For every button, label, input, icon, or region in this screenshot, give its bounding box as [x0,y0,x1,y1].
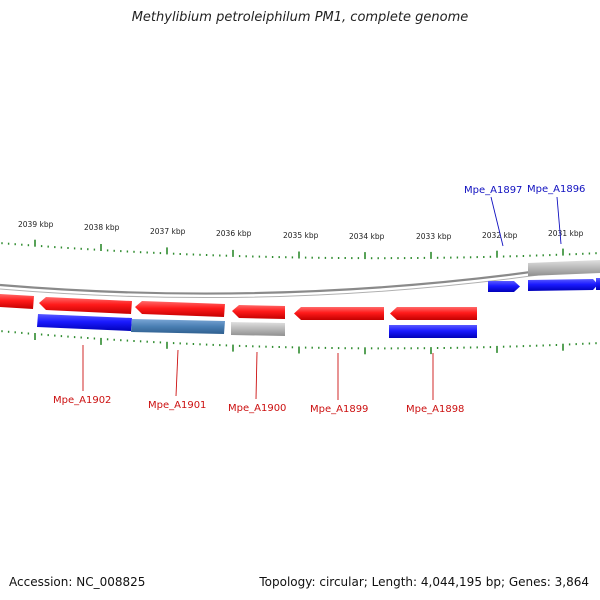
gene-label-mpe-a1897[interactable]: Mpe_A1897 [464,185,522,196]
tick-label-2036: 2036 kbp [216,229,252,238]
tick-label-2031: 2031 kbp [548,229,584,238]
gene-partial-left-edge[interactable] [0,294,34,309]
map-title: Methylibium petroleiphilum PM1, complete… [131,10,469,25]
tick-label-2033: 2033 kbp [416,232,452,241]
leader-mpe-a1897 [490,196,504,247]
inner-track-genes [37,314,477,338]
genome-info-text: Topology: circular; Length: 4,044,195 bp… [259,575,589,589]
gene-inner-teal[interactable] [131,319,225,334]
gene-mpe-a1900[interactable] [232,305,285,319]
gene-mpe-a1899[interactable] [294,307,384,320]
tick-label-2038: 2038 kbp [84,223,120,232]
gene-inner-blue-1[interactable] [37,314,132,331]
gene-partial-forward-edge[interactable] [596,278,600,290]
label-leader-lines [82,196,562,400]
genome-backbone-inner [0,265,600,299]
tick-label-2034: 2034 kbp [349,232,385,241]
tick-label-2037: 2037 kbp [150,227,186,236]
tick-label-2032: 2032 kbp [482,231,518,240]
reverse-strand-genes [0,294,477,320]
gene-label-mpe-a1900[interactable]: Mpe_A1900 [228,403,286,414]
gene-label-mpe-a1899[interactable]: Mpe_A1899 [310,404,368,415]
tick-label-2039: 2039 kbp [18,220,54,229]
gene-gray-forward[interactable] [528,260,600,276]
gene-label-mpe-a1898[interactable]: Mpe_A1898 [406,404,464,415]
gene-mpe-a1896[interactable] [528,279,598,291]
gene-label-mpe-a1901[interactable]: Mpe_A1901 [148,400,206,411]
forward-strand-genes [488,260,600,292]
gene-label-mpe-a1896[interactable]: Mpe_A1896 [527,184,585,195]
outer-tick-marks [1,239,597,260]
inner-tick-marks [1,330,597,355]
accession-text: Accession: NC_008825 [9,575,146,589]
tick-label-2035: 2035 kbp [283,231,319,240]
gene-mpe-a1897[interactable] [488,281,520,292]
leader-mpe-a1901 [175,349,179,397]
gene-label-mpe-a1902[interactable]: Mpe_A1902 [53,395,111,406]
leader-mpe-a1896 [556,196,562,245]
gene-mpe-a1901[interactable] [135,301,225,317]
gene-mpe-a1902[interactable] [39,297,132,314]
genome-backbone-outer [0,260,600,295]
gene-mpe-a1898[interactable] [390,307,477,320]
gene-inner-blue-2[interactable] [389,325,477,338]
gene-inner-gray[interactable] [231,322,285,336]
leader-mpe-a1900 [255,351,258,400]
